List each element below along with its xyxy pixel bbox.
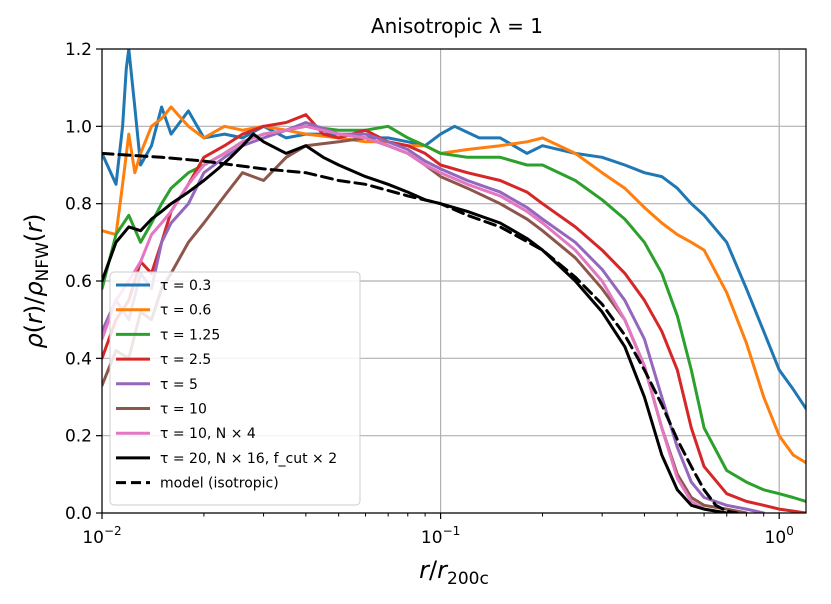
series-line-2 [102, 105, 806, 465]
x-tick-label: 100 [765, 524, 794, 548]
y-tick-label: 0.8 [65, 195, 92, 215]
series-line-3 [102, 124, 806, 503]
legend-label: τ = 2.5 [160, 352, 211, 368]
legend-label: τ = 5 [160, 377, 198, 393]
legend-label: τ = 10 [160, 402, 207, 418]
legend-label: τ = 1.25 [160, 327, 220, 343]
y-tick-label: 0.0 [65, 504, 92, 524]
series-line-9 [102, 151, 739, 513]
y-tick-label: 1.0 [65, 117, 92, 137]
x-tick-label: 10−2 [82, 524, 121, 548]
chart-title: Anisotropic λ = 1 [371, 14, 543, 38]
legend-box [109, 271, 361, 506]
y-tick-label: 0.6 [65, 272, 92, 292]
legend-label: τ = 10, N × 4 [160, 426, 256, 442]
series-line-7 [102, 124, 729, 513]
series-layer [102, 49, 806, 513]
legend-label: τ = 0.3 [160, 278, 211, 294]
legend-label: τ = 20, N × 16, f_cut × 2 [160, 451, 337, 467]
legend-label: τ = 0.6 [160, 303, 211, 319]
y-tick-label: 1.2 [65, 40, 92, 60]
axis-ticks: 10−2 10−1 100 0.0 0.2 0.4 0.6 0.8 1.0 1.2 [65, 40, 794, 548]
legend-label: model (isotropic) [160, 476, 279, 492]
x-tick-label: 10−1 [421, 524, 460, 548]
y-tick-label: 0.2 [65, 427, 92, 447]
x-axis-label: r/r200c [419, 556, 489, 589]
legend: τ = 0.3 τ = 0.6 τ = 1.25 τ = 2.5 τ = 5 τ = 10… [109, 271, 361, 506]
y-tick-label: 0.4 [65, 349, 92, 369]
series-line-1 [102, 49, 806, 411]
y-axis-label: ρ(r)/ρNFW(r) [20, 213, 53, 348]
series-line-8 [102, 132, 729, 513]
